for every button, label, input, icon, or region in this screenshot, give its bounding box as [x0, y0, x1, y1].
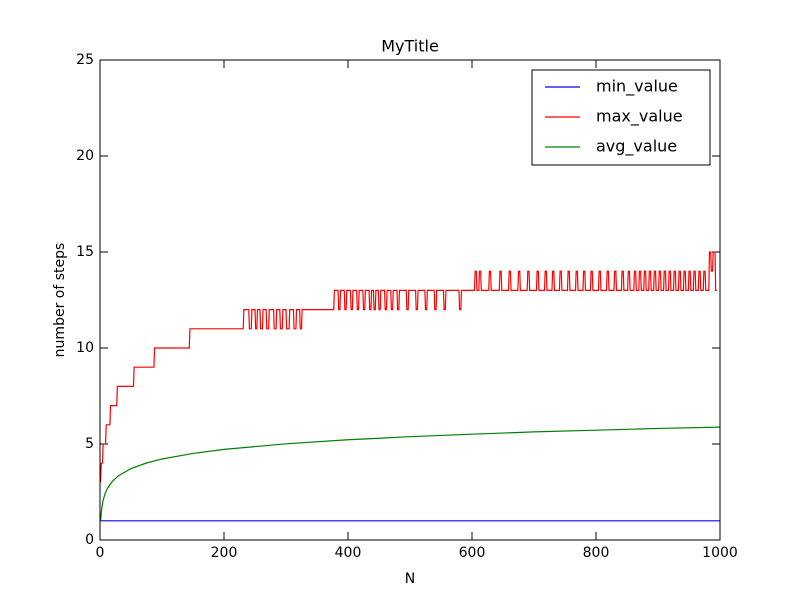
x-axis-label: N: [405, 571, 415, 587]
x-tick-label: 800: [583, 545, 610, 561]
series-line: [100, 426, 721, 521]
x-tick-label: 200: [211, 545, 238, 561]
y-tick-label: 20: [76, 148, 94, 164]
chart-title: MyTitle: [381, 37, 439, 56]
x-tick-label: 0: [96, 545, 105, 561]
y-tick-label: 0: [85, 532, 94, 548]
x-tick-label: 400: [335, 545, 362, 561]
series-line: [100, 251, 717, 483]
x-tick-label: 600: [459, 545, 486, 561]
y-axis-label: number of steps: [52, 243, 68, 358]
legend-label: min_value: [596, 77, 678, 97]
y-tick-label: 10: [76, 340, 94, 356]
y-tick-label: 5: [85, 436, 94, 452]
x-tick-label: 1000: [702, 545, 738, 561]
y-tick-label: 25: [76, 52, 94, 68]
y-tick-label: 15: [76, 244, 94, 260]
legend-label: avg_value: [596, 137, 677, 157]
plot-frame: [99, 59, 721, 541]
legend-label: max_value: [596, 107, 683, 127]
